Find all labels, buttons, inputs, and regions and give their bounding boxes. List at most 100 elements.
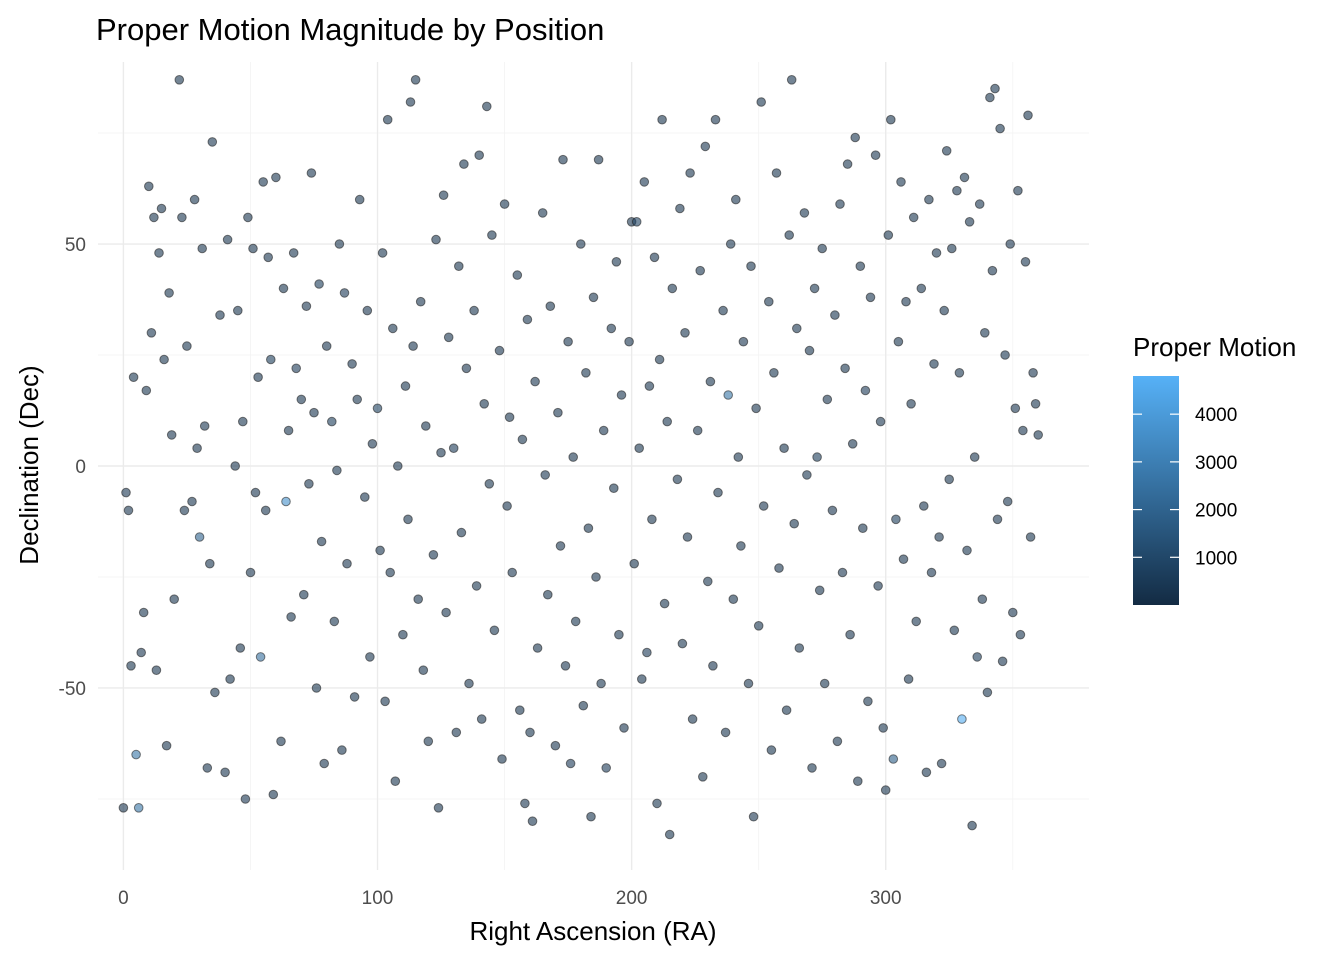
data-point	[354, 194, 365, 205]
data-point	[840, 363, 850, 374]
data-point	[352, 394, 363, 405]
data-point	[159, 354, 169, 365]
data-point	[403, 514, 413, 525]
data-point	[258, 177, 269, 187]
data-point	[931, 248, 942, 258]
data-point	[377, 248, 388, 258]
data-point	[738, 336, 749, 347]
data-point	[616, 390, 627, 400]
data-point	[222, 234, 233, 245]
data-point	[408, 341, 418, 351]
data-point	[560, 661, 571, 671]
data-point	[954, 368, 965, 378]
data-point	[194, 532, 205, 542]
data-point	[657, 114, 667, 125]
data-point	[771, 168, 782, 178]
data-point	[962, 545, 972, 556]
data-point	[532, 643, 543, 653]
data-point	[337, 745, 347, 755]
data-point	[443, 332, 454, 343]
data-point	[736, 541, 746, 551]
data-point	[255, 652, 266, 662]
data-point	[982, 687, 993, 698]
data-point	[837, 567, 848, 578]
data-point	[517, 434, 528, 445]
data-point	[136, 647, 146, 658]
data-point	[957, 714, 967, 724]
data-point	[908, 212, 919, 223]
data-point	[1028, 368, 1038, 378]
data-point	[400, 381, 411, 391]
data-point	[601, 763, 612, 773]
y-tick-label: 0	[75, 457, 86, 478]
data-point	[944, 474, 955, 485]
data-point	[309, 407, 319, 418]
x-tick-label: 0	[118, 888, 129, 909]
data-point	[685, 168, 695, 178]
data-point	[784, 230, 795, 240]
data-point	[1033, 430, 1043, 440]
data-point	[349, 692, 360, 702]
data-point	[421, 421, 431, 431]
legend-tick-label: 3000	[1195, 453, 1237, 474]
data-point	[708, 661, 718, 671]
data-point	[883, 230, 894, 240]
data-point	[360, 492, 370, 502]
data-point	[543, 589, 553, 600]
data-point	[967, 820, 977, 831]
data-point	[941, 146, 952, 156]
data-point	[448, 443, 459, 454]
data-point	[832, 736, 843, 747]
data-point	[484, 479, 495, 489]
data-point	[441, 607, 451, 618]
y-tick-label: 50	[65, 235, 86, 256]
data-point	[753, 621, 764, 631]
data-point	[764, 296, 774, 307]
data-point	[189, 194, 200, 205]
data-point	[588, 292, 599, 303]
data-point	[469, 305, 479, 316]
data-point	[138, 607, 149, 618]
data-point	[459, 159, 469, 169]
data-point	[903, 674, 914, 684]
data-point	[268, 789, 279, 800]
data-point	[637, 674, 647, 684]
data-point	[624, 336, 634, 347]
data-point	[1018, 425, 1028, 436]
data-point	[583, 523, 594, 534]
data-point	[743, 678, 754, 689]
data-point	[891, 514, 901, 525]
data-point	[718, 305, 728, 316]
data-point	[926, 567, 937, 578]
data-point	[949, 625, 960, 636]
data-point	[530, 376, 540, 387]
data-point	[835, 199, 845, 209]
data-point	[919, 501, 929, 511]
data-point	[149, 212, 159, 223]
data-point	[415, 296, 426, 307]
data-point	[248, 243, 258, 254]
data-point	[578, 700, 589, 711]
data-point	[454, 261, 464, 272]
data-point	[863, 696, 873, 707]
data-point	[664, 829, 675, 840]
data-point	[393, 461, 403, 471]
data-point	[649, 252, 660, 263]
data-point	[225, 674, 235, 684]
data-point	[388, 323, 398, 334]
data-point	[179, 505, 190, 516]
data-point	[974, 199, 985, 209]
data-point	[748, 811, 759, 822]
data-point	[911, 616, 922, 627]
data-point	[174, 75, 185, 85]
data-point	[540, 470, 551, 480]
color-legend: Proper Motion 1000 2000 3000 4000	[1133, 332, 1296, 605]
data-point	[365, 652, 375, 662]
plot-grid	[98, 62, 1089, 870]
data-point	[570, 616, 581, 627]
data-point	[873, 581, 883, 591]
data-point	[128, 372, 139, 383]
data-point	[924, 194, 934, 205]
data-point	[555, 541, 566, 551]
data-point	[591, 572, 601, 582]
